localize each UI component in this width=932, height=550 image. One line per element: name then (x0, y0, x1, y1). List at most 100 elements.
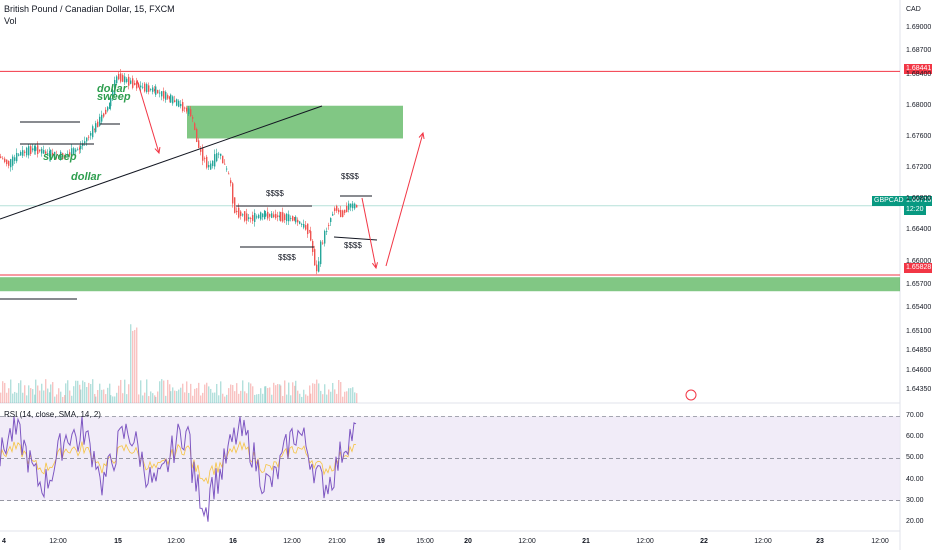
candle-body (47, 153, 49, 155)
candle-body (305, 225, 307, 230)
candle-body (348, 203, 350, 210)
volume-bar (90, 384, 92, 403)
volume-bar (124, 379, 126, 403)
current-time-badge: 12:20 (904, 205, 926, 215)
volume-bar (198, 382, 200, 403)
volume-bar (208, 386, 210, 403)
candle-body (49, 150, 51, 158)
volume-bar (56, 394, 58, 403)
arrow-down-1 (136, 79, 160, 154)
volume-bar (54, 396, 56, 403)
rsi-tick: 60.00 (906, 433, 924, 441)
resistance-price-badge: 1.68441 (904, 64, 932, 74)
candle-body (220, 153, 222, 156)
volume-bar (6, 392, 8, 403)
volume-bar (336, 393, 338, 403)
volume-bar (157, 391, 159, 403)
candle-body (103, 113, 105, 117)
volume-bar (18, 383, 20, 403)
volume-bar (134, 329, 136, 403)
volume-bar (99, 383, 101, 403)
volume-bar (60, 391, 62, 403)
candle-body (4, 158, 6, 162)
candle-body (132, 78, 134, 88)
candle-body (184, 107, 186, 109)
volume-bar (254, 394, 256, 403)
volume-bar (88, 382, 90, 403)
time-tick: 12:00 (518, 538, 536, 545)
volume-bar (309, 385, 311, 403)
candle-body (340, 210, 342, 218)
candle-body (196, 128, 198, 142)
volume-bar (316, 379, 318, 403)
volume-bar (206, 382, 208, 403)
time-tick: 21 (582, 538, 590, 545)
volume-bar (112, 396, 114, 403)
volume-bar (186, 381, 188, 403)
volume-bar (174, 390, 176, 403)
volume-bar (118, 385, 120, 403)
price-tick: 1.69000 (906, 23, 932, 31)
candle-body (24, 151, 26, 153)
volume-bar (188, 392, 190, 403)
volume-bar (212, 392, 214, 403)
volume-bar (218, 395, 220, 403)
volume-bar (284, 380, 286, 403)
volume-bar (230, 384, 232, 403)
candle-body (32, 148, 34, 151)
volume-bar (150, 391, 152, 403)
candle-body (326, 231, 328, 232)
candle-body (37, 145, 39, 155)
candle-body (71, 148, 73, 158)
volume-bar (224, 396, 226, 403)
candle-body (136, 81, 138, 89)
candle-body (352, 203, 354, 209)
volume-bar (52, 382, 54, 403)
time-tick: 12:00 (636, 538, 654, 545)
volume-bar (128, 384, 130, 403)
volume-bar (328, 389, 330, 403)
volume-bar (312, 383, 314, 403)
volume-bar (264, 386, 266, 403)
candle-body (186, 107, 188, 112)
candle-body (328, 225, 330, 226)
candle-body (224, 163, 226, 165)
volume-bar (136, 327, 138, 403)
candle-body (226, 168, 228, 170)
time-tick: 12:00 (871, 538, 889, 545)
price-tick: 1.66800 (906, 195, 932, 203)
candle-body (180, 103, 182, 107)
volume-bar (172, 387, 174, 403)
volume-bar (238, 393, 240, 403)
volume-bar (14, 391, 16, 403)
candle-body (126, 78, 128, 82)
candle-body (236, 210, 238, 213)
volume-bar (262, 393, 264, 403)
candle-body (344, 209, 346, 213)
candle-body (92, 126, 94, 138)
volume-bar (154, 395, 156, 403)
rsi-label: RSI (14, close, SMA, 14, 2) (4, 410, 101, 419)
volume-bar (320, 390, 322, 403)
candle-body (99, 116, 101, 126)
volume-bar (192, 395, 194, 403)
volume-bar (338, 380, 340, 403)
candle-body (260, 212, 262, 220)
volume-bar (286, 394, 288, 403)
annotation-sweep-left: sweep (43, 151, 77, 163)
volume-bar (210, 388, 212, 403)
volume-bar (77, 380, 79, 403)
candle-body (248, 217, 250, 220)
candle-body (250, 218, 252, 219)
volume-bar (32, 389, 34, 403)
volume-bar (244, 391, 246, 403)
trend-line (0, 105, 323, 220)
volume-bar (176, 391, 178, 403)
candle-body (324, 230, 326, 244)
volume-bar (348, 388, 350, 403)
candle-body (54, 151, 56, 158)
candle-body (140, 85, 142, 88)
volume-bar (342, 396, 344, 403)
